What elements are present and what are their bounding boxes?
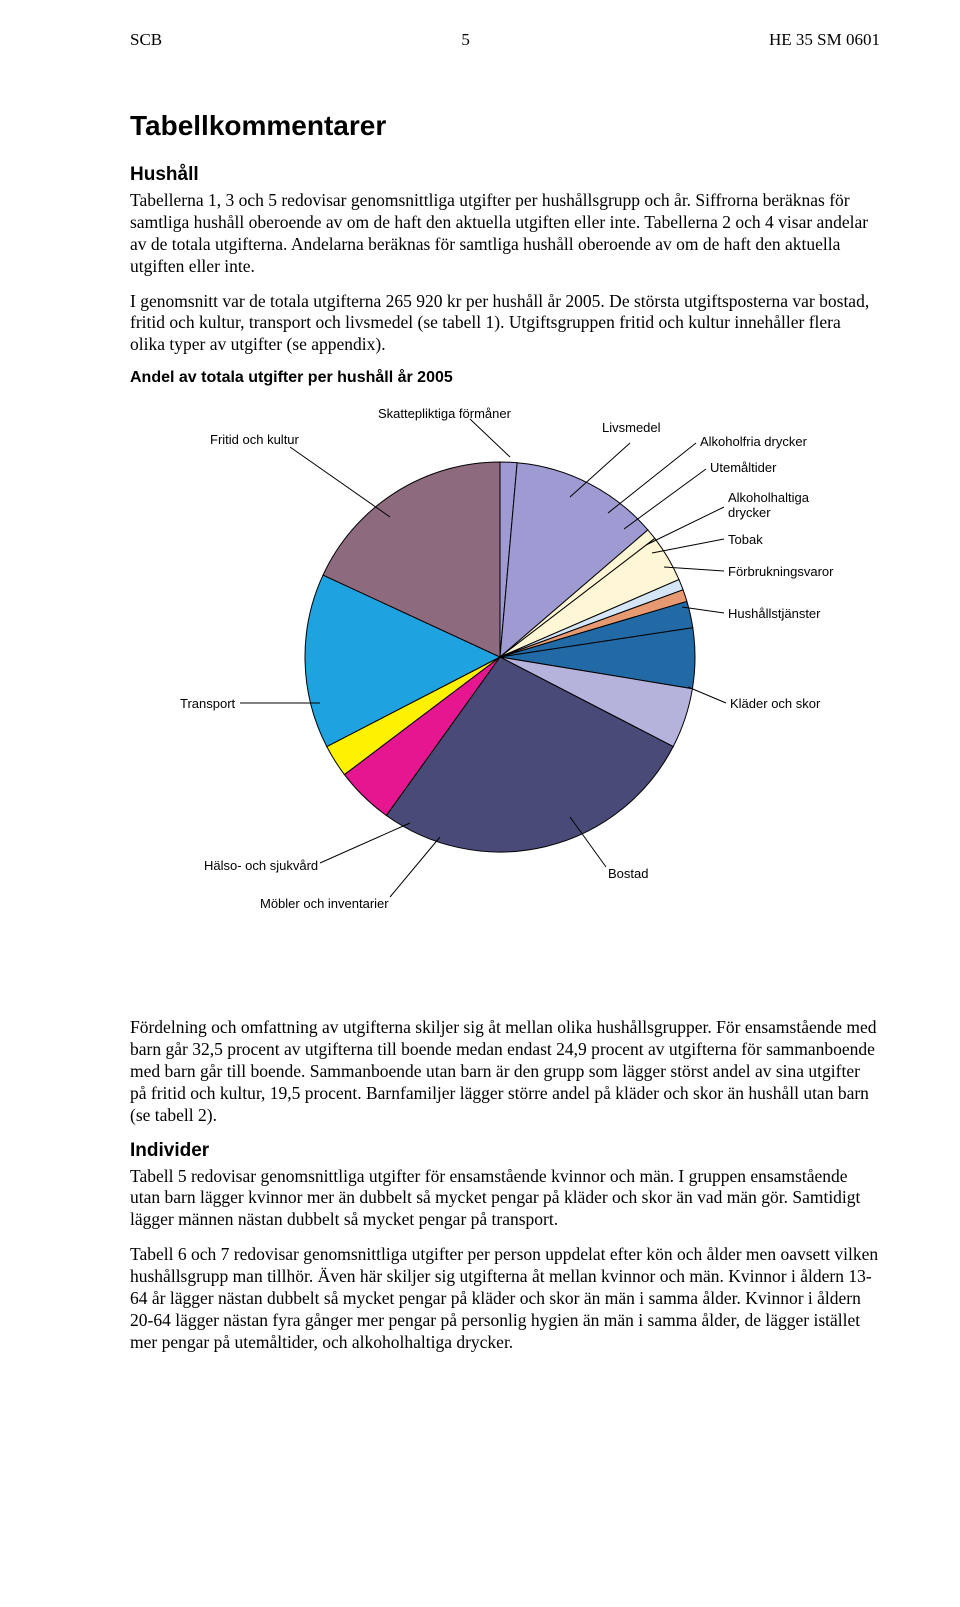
chart-label: Förbrukningsvaror [728, 565, 834, 580]
chart-label: Livsmedel [602, 421, 661, 436]
leader-line [470, 419, 510, 457]
chart-label: Alkoholhaltigadrycker [728, 491, 809, 521]
pie-svg [300, 457, 700, 857]
para-hushall-3: Fördelning och omfattning av utgifterna … [130, 1017, 880, 1126]
chart-label: Skattepliktiga förmåner [378, 407, 511, 422]
chart-label: Kläder och skor [730, 697, 820, 712]
chart-label: Utemåltider [710, 461, 776, 476]
chart-label: Alkoholfria drycker [700, 435, 807, 450]
page-title: Tabellkommentarer [130, 110, 880, 142]
para-hushall-1: Tabellerna 1, 3 och 5 redovisar genomsni… [130, 190, 880, 278]
page-header: SCB 5 HE 35 SM 0601 [130, 30, 880, 50]
chart-label: Tobak [728, 533, 763, 548]
chart-label: Transport [180, 697, 235, 712]
section-heading-hushall: Hushåll [130, 164, 880, 186]
para-individer-2: Tabell 6 och 7 redovisar genomsnittliga … [130, 1244, 880, 1353]
header-left: SCB [130, 30, 162, 50]
section-heading-individer: Individer [130, 1140, 880, 1162]
header-right: HE 35 SM 0601 [769, 30, 880, 50]
chart-label: Fritid och kultur [210, 433, 299, 448]
chart-label: Bostad [608, 867, 648, 882]
chart-title: Andel av totala utgifter per hushåll år … [130, 369, 880, 387]
para-individer-1: Tabell 5 redovisar genomsnittliga utgift… [130, 1166, 880, 1232]
para-hushall-2: I genomsnitt var de totala utgifterna 26… [130, 291, 880, 357]
pie-chart: Skattepliktiga förmåner Fritid och kultur… [130, 397, 880, 977]
page: SCB 5 HE 35 SM 0601 Tabellkommentarer Hu… [0, 0, 960, 1427]
chart-label: Möbler och inventarier [260, 897, 389, 912]
chart-label: Hushållstjänster [728, 607, 821, 622]
chart-label: Hälso- och sjukvård [204, 859, 318, 874]
header-center: 5 [461, 30, 470, 50]
